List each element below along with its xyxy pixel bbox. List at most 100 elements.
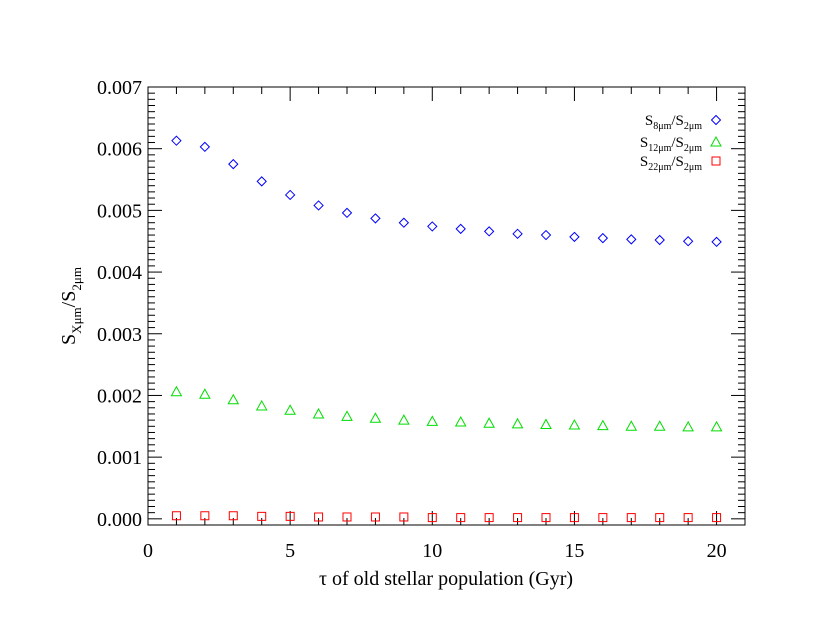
data-point: [170, 385, 183, 397]
data-point: [682, 236, 694, 247]
data-point: [511, 417, 524, 429]
legend-main: S: [640, 135, 648, 151]
data-point: [683, 513, 693, 523]
x-tick-label: 15: [564, 540, 584, 562]
x-tick-label: 10: [422, 540, 442, 562]
legend-sub: 8μm: [653, 121, 671, 132]
legend-sub: 2μm: [684, 162, 702, 173]
y-tick-label: 0.002: [97, 385, 142, 407]
data-point: [342, 512, 352, 522]
y-tick-label: 0.006: [97, 139, 142, 161]
data-point: [369, 412, 382, 423]
data-point: [284, 404, 296, 415]
data-point: [370, 512, 380, 522]
legend-entry: S8μm/S2μm: [645, 113, 702, 132]
tick-marks: [147, 86, 746, 526]
data-point: [228, 511, 238, 521]
legend-sep: /S: [671, 135, 684, 151]
tick-labels: 0 5 10 15 20 0.000 0.001 0.002 0.003 0.004 0.005 0.…: [97, 77, 727, 562]
legend-sep: /S: [671, 113, 684, 129]
data-point: [256, 176, 267, 187]
data-point: [455, 223, 466, 235]
data-point: [199, 141, 211, 153]
y-tick-label: 0.001: [97, 447, 142, 469]
data-point: [284, 189, 296, 201]
data-point: [569, 513, 579, 523]
legend-entry: S22μm/S2μm: [640, 154, 702, 173]
legend-sub: 2μm: [684, 121, 702, 132]
data-point: [483, 417, 495, 428]
legend-entry: S12μm/S2μm: [640, 135, 702, 154]
data-point: [568, 419, 581, 430]
data-point: [171, 511, 181, 521]
data-point: [227, 393, 240, 405]
data-point: [483, 226, 495, 237]
data-point: [398, 217, 410, 228]
legend-main: S: [645, 113, 653, 129]
legend-main: S: [640, 154, 648, 170]
data-point: [484, 513, 494, 523]
y-tick-label: 0.007: [97, 77, 142, 99]
data-point: [171, 135, 182, 146]
legend-sep: /S: [671, 154, 684, 170]
data-point: [312, 407, 325, 419]
data-point: [255, 399, 268, 411]
data-point: [313, 200, 324, 211]
data-point: [569, 231, 580, 243]
data-point: [540, 418, 552, 429]
legend-sub: 2μm: [684, 143, 702, 154]
data-point: [711, 236, 722, 248]
data-point: [398, 414, 410, 425]
data-point: [541, 513, 551, 523]
data-point: [341, 207, 353, 219]
data-point: [200, 511, 210, 521]
legend-marker: [710, 114, 722, 126]
data-point: [257, 511, 267, 521]
data-point: [712, 513, 722, 523]
y-axis-label-sub2: 2μm: [69, 267, 84, 291]
legend-marker: [711, 156, 721, 166]
data-point: [512, 228, 523, 240]
data-point: [370, 213, 381, 224]
data-point: [625, 420, 638, 431]
data-point: [654, 234, 665, 246]
data-point: [454, 415, 467, 427]
legend-sub: 12μm: [648, 143, 671, 154]
data-point: [513, 513, 523, 523]
data-point: [597, 232, 609, 244]
data-point: [597, 419, 609, 431]
y-axis-label-main: S: [58, 334, 80, 345]
x-axis-label: τ of old stellar population (Gyr): [319, 568, 573, 590]
y-axis-label-sub1: Xμm: [69, 307, 84, 333]
data-point: [682, 420, 694, 432]
data-point: [598, 513, 608, 523]
data-point: [314, 512, 324, 522]
y-tick-label: 0.004: [97, 262, 142, 284]
data-point: [710, 420, 723, 432]
x-tick-label: 20: [707, 540, 727, 562]
y-tick-label: 0.003: [97, 324, 142, 346]
legend-marker: [710, 135, 722, 147]
y-axis-label-sep: /S: [58, 291, 80, 308]
data-point: [427, 221, 438, 232]
y-tick-label: 0.005: [97, 200, 142, 222]
data-point: [626, 234, 637, 245]
data-point: [653, 420, 666, 431]
y-axis-label: SXμm/S2μm: [58, 267, 84, 345]
data-point: [655, 513, 665, 523]
data-point: [341, 410, 353, 421]
data-point: [285, 511, 295, 521]
x-tick-label: 5: [285, 540, 295, 562]
legend-sub: 22μm: [648, 162, 671, 173]
data-point: [228, 158, 239, 170]
data-point: [199, 388, 211, 399]
data-point: [426, 415, 439, 426]
data-point: [399, 512, 409, 522]
data-point: [456, 513, 466, 523]
x-tick-label: 0: [143, 540, 153, 562]
data-point: [427, 513, 437, 523]
plot-frame: [147, 86, 746, 526]
y-tick-label: 0.000: [97, 509, 142, 531]
